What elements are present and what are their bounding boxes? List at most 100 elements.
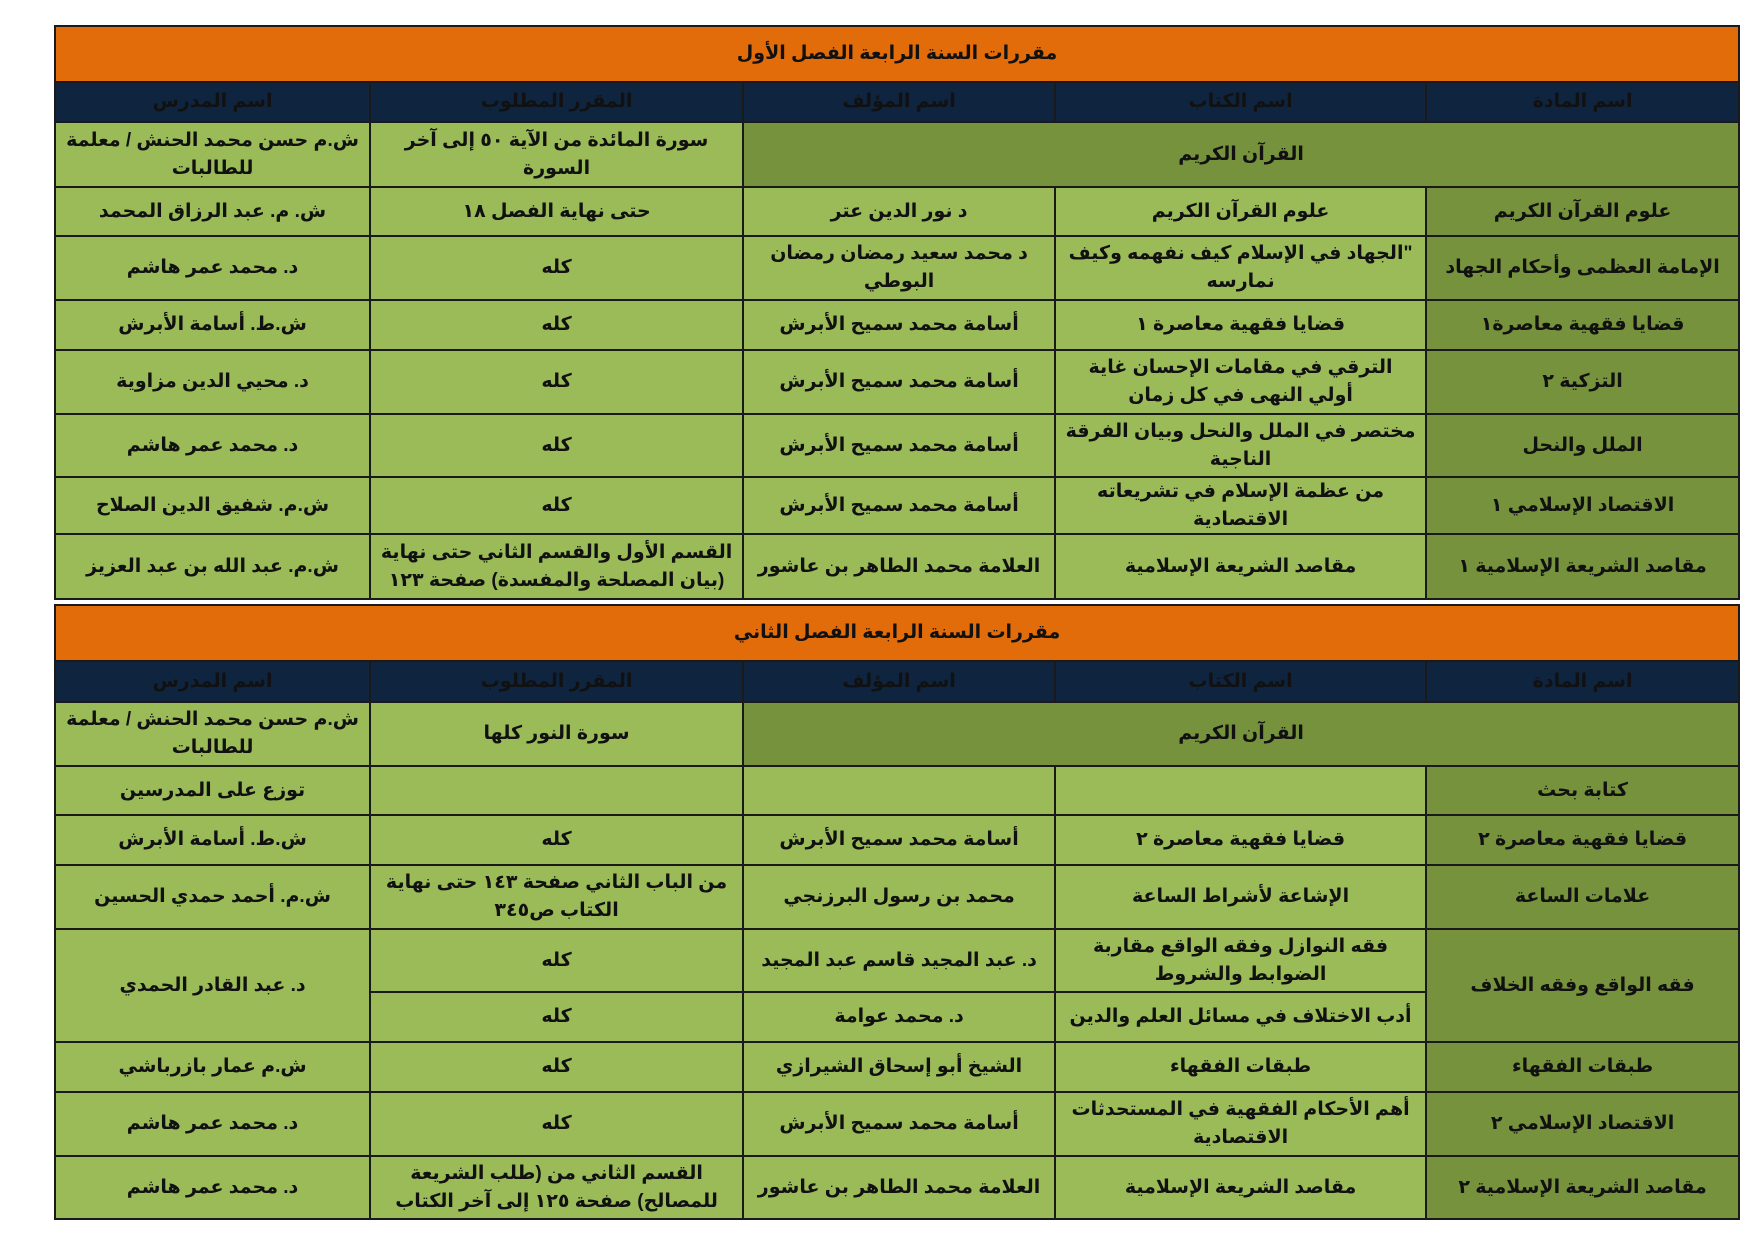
teacher-cell: توزع على المدرسين — [53, 765, 372, 816]
teacher-cell: ش.م. أحمد حمدي الحسين — [53, 864, 372, 930]
teacher-cell: ش.م عمار بازرباشي — [53, 1041, 372, 1093]
author-cell: أسامة محمد سميح الأبرش — [742, 299, 1057, 351]
teacher-cell: ش.م. شفيق الدين الصلاح — [53, 475, 372, 536]
subject-cell: القرآن الكريم — [742, 701, 1741, 767]
teacher-cell: د. محمد عمر هاشم — [53, 413, 372, 478]
teacher-cell: ش. م. عبد الرزاق المحمد — [53, 186, 372, 237]
table-row: أدب الاختلاف في مسائل العلم والدين د. محم… — [55, 991, 1739, 1043]
author-cell: أسامة محمد سميح الأبرش — [742, 814, 1057, 866]
subject-cell: فقه الواقع وفقه الخلاف — [1425, 928, 1741, 1043]
table-row: الملل والنحل مختصر في الملل والنحل وبيان … — [53, 413, 1741, 478]
author-cell: أسامة محمد سميح الأبرش — [742, 349, 1057, 415]
subject-cell: علوم القرآن الكريم — [1425, 186, 1741, 237]
teacher-cell: ش.م. عبد الله بن عبد العزيز — [53, 533, 372, 601]
table-row: علامات الساعة الإشاعة لأشراط الساعة محمد ب… — [53, 864, 1741, 930]
table-row: طبقات الفقهاء طبقات الفقهاء الشيخ أبو إسحا… — [53, 1041, 1741, 1093]
author-cell — [742, 765, 1057, 816]
subject-cell: التزكية ٢ — [1425, 349, 1741, 415]
required-cell: كله — [369, 1091, 745, 1157]
author-cell: العلامة محمد الطاهر بن عاشور — [742, 1155, 1057, 1220]
table-title-row: مقررات السنة الرابعة الفصل الأول — [53, 25, 1741, 83]
column-header-teacher: اسم المدرس — [53, 660, 372, 703]
subject-cell: مقاصد الشريعة الإسلامية ١ — [1425, 533, 1741, 601]
book-cell: فقه النوازل وفقه الواقع مقاربة الضوابط و… — [1054, 928, 1428, 993]
required-cell: القسم الثاني من (طلب الشريعة للمصالح) صف… — [369, 1155, 745, 1220]
book-cell — [1054, 765, 1428, 816]
book-cell: طبقات الفقهاء — [1054, 1041, 1428, 1093]
table-row: مقاصد الشريعة الإسلامية ١ مقاصد الشريعة ا… — [53, 533, 1741, 601]
book-cell: مقاصد الشريعة الإسلامية — [1054, 1155, 1428, 1220]
table-title: مقررات السنة الرابعة الفصل الثاني — [53, 604, 1741, 662]
teacher-cell: ش.ط. أسامة الأبرش — [53, 299, 372, 351]
column-header-book: اسم الكتاب — [1054, 660, 1428, 703]
book-cell: قضايا فقهية معاصرة ١ — [1054, 299, 1428, 351]
teacher-cell: د. عبد القادر الحمدي — [53, 928, 372, 1043]
teacher-cell: ش.م حسن محمد الحنش / معلمة للطالبات — [53, 701, 372, 767]
column-header-required: المقرر المطلوب — [369, 81, 745, 123]
teacher-cell: د. محمد عمر هاشم — [53, 235, 372, 301]
column-header-required: المقرر المطلوب — [369, 660, 745, 703]
table-row: مقاصد الشريعة الإسلامية ٢ مقاصد الشريعة ا… — [53, 1155, 1741, 1220]
required-cell: كله — [369, 235, 745, 301]
table-row: كتابة بحث توزع على المدرسين — [53, 765, 1741, 816]
subject-cell: طبقات الفقهاء — [1425, 1041, 1741, 1093]
teacher-cell: د. محمد عمر هاشم — [53, 1091, 372, 1157]
subject-cell: كتابة بحث — [1425, 765, 1741, 816]
book-cell: الترقي في مقامات الإحسان غاية أولي النهى… — [1054, 349, 1428, 415]
subject-cell: قضايا فقهية معاصرة ٢ — [1425, 814, 1741, 866]
author-cell: أسامة محمد سميح الأبرش — [742, 475, 1057, 536]
book-cell: من عظمة الإسلام في تشريعاته الاقتصادية — [1054, 475, 1428, 536]
book-cell: أهم الأحكام الفقهية في المستحدثات الاقتص… — [1054, 1091, 1428, 1157]
table-row: فقه الواقع وفقه الخلاف فقه النوازل وفقه ا… — [53, 928, 1741, 1043]
table-row: الاقتصاد الإسلامي ٢ أهم الأحكام الفقهية ف… — [53, 1091, 1741, 1157]
required-cell — [369, 765, 745, 816]
table-row: القرآن الكريم سورة النور كلها ش.م حسن محمد… — [53, 701, 1741, 767]
book-cell: "الجهاد في الإسلام كيف نفهمه وكيف نمارسه — [1054, 235, 1428, 301]
required-cell: كله — [369, 299, 745, 351]
book-cell: الإشاعة لأشراط الساعة — [1054, 864, 1428, 930]
required-cell: سورة النور كلها — [369, 701, 745, 767]
subject-cell: علامات الساعة — [1425, 864, 1741, 930]
required-cell: كله — [369, 814, 745, 866]
book-cell: علوم القرآن الكريم — [1054, 186, 1428, 237]
table-row: التزكية ٢ الترقي في مقامات الإحسان غاية أ… — [53, 349, 1741, 415]
required-cell: كله — [369, 1041, 745, 1093]
author-cell: د. محمد عوامة — [742, 991, 1057, 1043]
required-cell: من الباب الثاني صفحة ١٤٣ حتى نهاية الكتا… — [369, 864, 745, 930]
column-header-author: اسم المؤلف — [742, 81, 1057, 123]
subject-cell: قضايا فقهية معاصرة١ — [1425, 299, 1741, 351]
required-cell: حتى نهاية الفصل ١٨ — [369, 186, 745, 237]
column-header-row: اسم المادة اسم الكتاب اسم المؤلف المقرر الم… — [53, 660, 1741, 703]
book-cell: مختصر في الملل والنحل وبيان الفرقة الناج… — [1054, 413, 1428, 478]
required-cell: القسم الأول والقسم الثاني حتى نهاية (بيا… — [369, 533, 745, 601]
author-cell: أسامة محمد سميح الأبرش — [742, 413, 1057, 478]
subject-cell: الاقتصاد الإسلامي ٢ — [1425, 1091, 1741, 1157]
author-cell: د محمد سعيد رمضان رمضان البوطي — [742, 235, 1057, 301]
table-title: مقررات السنة الرابعة الفصل الأول — [53, 25, 1741, 83]
book-cell: أدب الاختلاف في مسائل العلم والدين — [1054, 991, 1428, 1043]
author-cell: الشيخ أبو إسحاق الشيرازي — [742, 1041, 1057, 1093]
teacher-cell: ش.ط. أسامة الأبرش — [53, 814, 372, 866]
table-row: القرآن الكريم سورة المائدة من الآية ٥٠ إل… — [53, 121, 1741, 188]
column-header-author: اسم المؤلف — [742, 660, 1057, 703]
book-cell: قضايا فقهية معاصرة ٢ — [1054, 814, 1428, 866]
table-row: الإمامة العظمى وأحكام الجهاد "الجهاد في ا… — [53, 235, 1741, 301]
table-row: علوم القرآن الكريم علوم القرآن الكريم د نو… — [53, 186, 1741, 237]
author-cell: محمد بن رسول البرزنجي — [742, 864, 1057, 930]
teacher-cell: ش.م حسن محمد الحنش / معلمة للطالبات — [53, 121, 372, 188]
required-cell: كله — [369, 991, 745, 1043]
book-cell: مقاصد الشريعة الإسلامية — [1054, 533, 1428, 601]
author-cell: أسامة محمد سميح الأبرش — [742, 1091, 1057, 1157]
subject-cell: الإمامة العظمى وأحكام الجهاد — [1425, 235, 1741, 301]
column-header-teacher: اسم المدرس — [53, 81, 372, 123]
author-cell: العلامة محمد الطاهر بن عاشور — [742, 533, 1057, 601]
subject-cell: الاقتصاد الإسلامي ١ — [1425, 475, 1741, 536]
required-cell: كله — [369, 413, 745, 478]
column-header-row: اسم المادة اسم الكتاب اسم المؤلف المقرر الم… — [53, 81, 1741, 123]
author-cell: د. عبد المجيد قاسم عبد المجيد — [742, 928, 1057, 993]
teacher-cell: د. محيي الدين مزاوية — [53, 349, 372, 415]
column-header-subject: اسم المادة — [1425, 81, 1741, 123]
column-header-book: اسم الكتاب — [1054, 81, 1428, 123]
table-row: قضايا فقهية معاصرة ٢ قضايا فقهية معاصرة ٢… — [53, 814, 1741, 866]
subject-cell: القرآن الكريم — [742, 121, 1741, 188]
